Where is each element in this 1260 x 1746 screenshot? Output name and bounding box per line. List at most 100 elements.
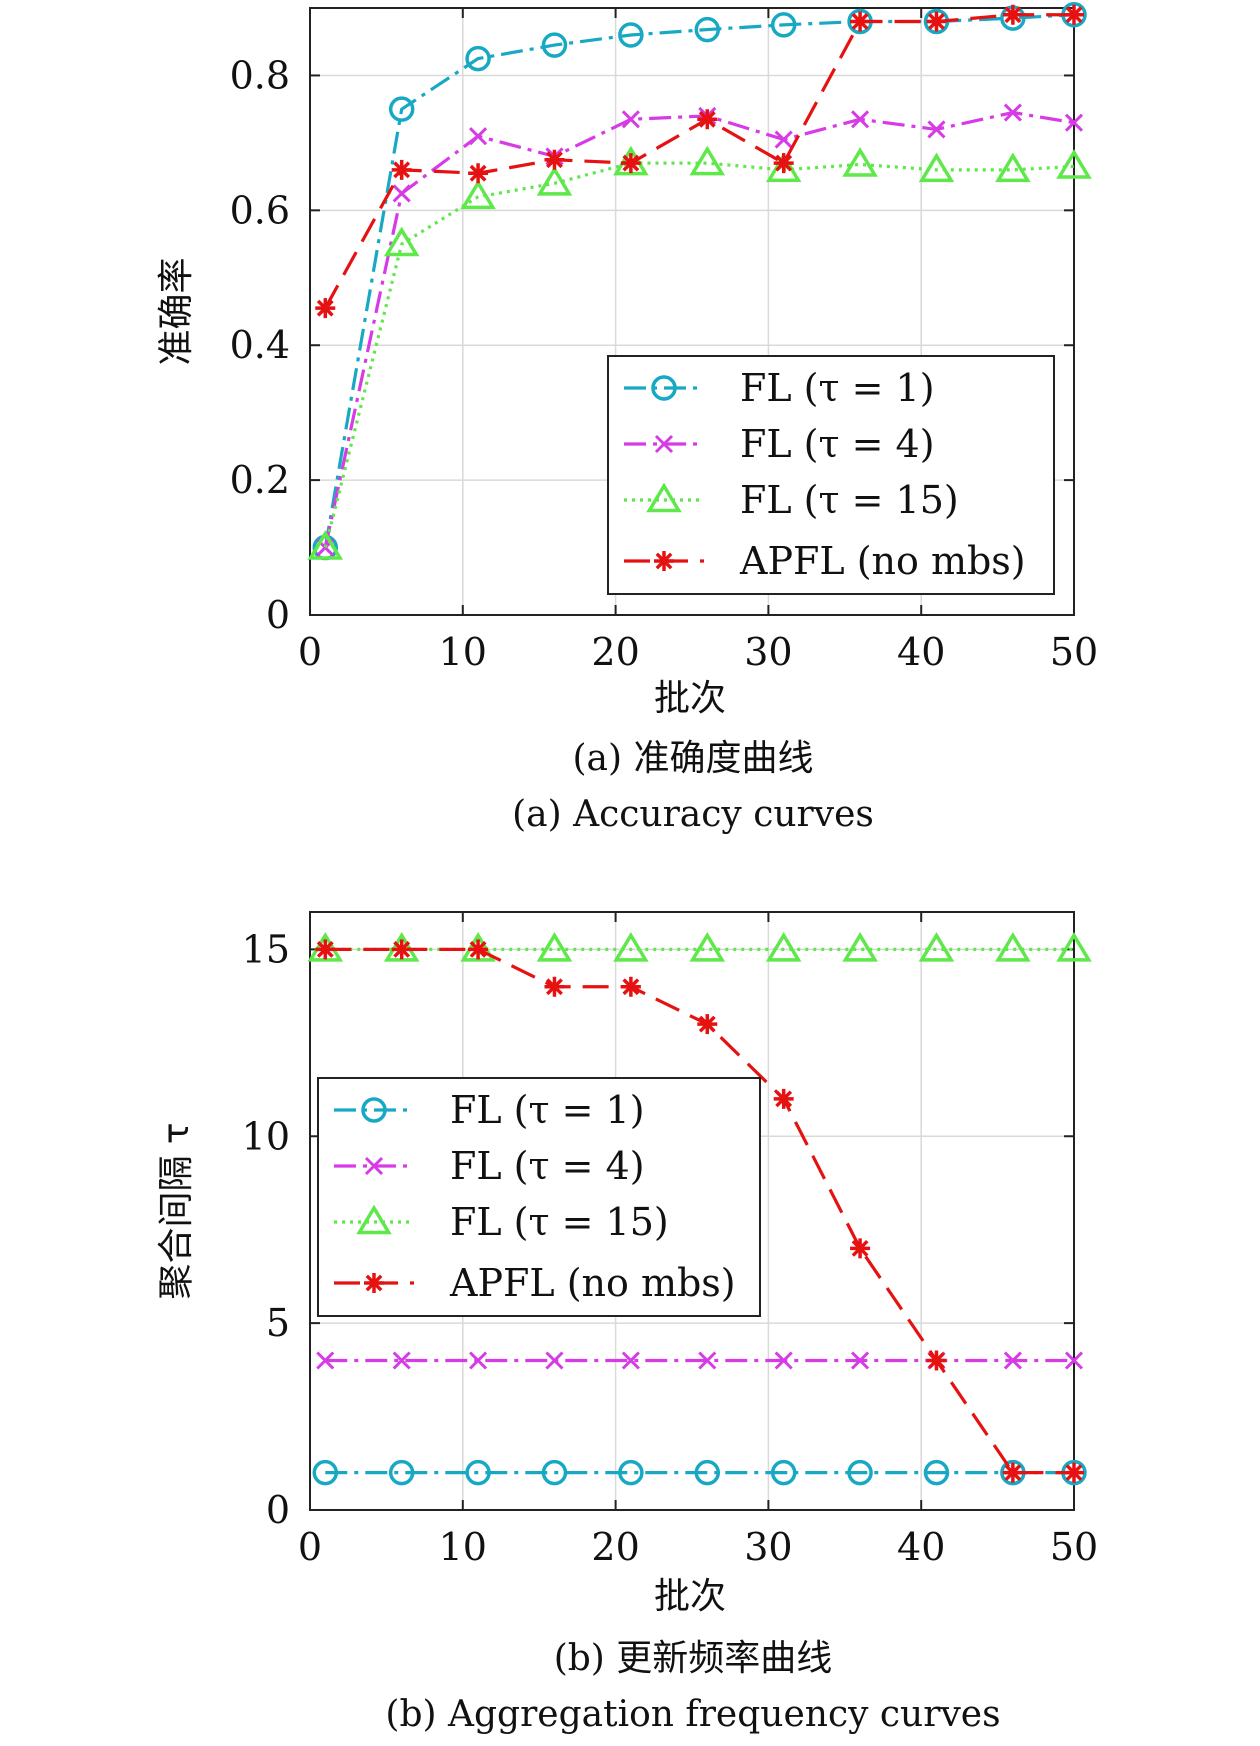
data-point xyxy=(689,931,726,962)
legend-label: APFL (no mbs) xyxy=(739,539,1026,583)
legend-label: FL (τ = 15) xyxy=(450,1200,669,1244)
data-point xyxy=(926,1350,947,1371)
data-point xyxy=(697,109,718,130)
data-point xyxy=(698,1351,717,1370)
series-2 xyxy=(316,1351,1084,1370)
series-3 xyxy=(307,145,1092,560)
data-point xyxy=(307,530,344,560)
data-point xyxy=(850,1238,871,1259)
x-tick-label: 10 xyxy=(439,630,487,674)
data-point xyxy=(995,152,1031,183)
data-point xyxy=(468,163,489,184)
data-point xyxy=(469,127,488,146)
data-point xyxy=(850,11,871,32)
data-point xyxy=(1056,149,1092,179)
y-tick-label: 0 xyxy=(266,1488,290,1532)
data-point xyxy=(851,110,870,129)
x-tick-label: 30 xyxy=(744,630,792,674)
data-point xyxy=(388,96,415,122)
data-point xyxy=(995,931,1031,962)
data-point xyxy=(621,1351,640,1370)
data-point xyxy=(312,1459,339,1486)
y-axis-label: 准确率 xyxy=(156,257,197,365)
data-point xyxy=(842,147,878,177)
x-tick-label: 40 xyxy=(897,630,945,674)
series-line xyxy=(323,13,1075,548)
data-point xyxy=(1064,4,1084,25)
data-point xyxy=(1003,103,1022,122)
x-tick-label: 30 xyxy=(744,1525,792,1569)
series-3 xyxy=(307,931,1092,962)
legend-entry: APFL (no mbs) xyxy=(624,539,1026,583)
data-point xyxy=(926,11,947,32)
data-point xyxy=(1002,4,1023,25)
data-point xyxy=(842,931,878,962)
data-point xyxy=(468,939,489,960)
series-1 xyxy=(312,1,1087,561)
data-point xyxy=(315,939,336,960)
data-point xyxy=(774,1351,793,1370)
data-point xyxy=(1064,113,1084,132)
data-point xyxy=(388,1459,415,1486)
data-point xyxy=(773,153,794,174)
caption-english: (a) Accuracy curves xyxy=(512,794,874,835)
x-tick-label: 50 xyxy=(1050,1525,1098,1569)
data-point xyxy=(536,165,573,196)
data-point xyxy=(544,149,565,170)
data-point xyxy=(465,45,491,72)
x-tick-label: 40 xyxy=(897,1525,945,1569)
data-point xyxy=(460,179,496,210)
y-tick-label: 5 xyxy=(266,1301,290,1345)
data-point xyxy=(620,976,641,997)
data-point xyxy=(918,931,955,962)
data-point xyxy=(545,1351,564,1370)
data-point xyxy=(383,226,420,257)
data-point xyxy=(765,931,802,962)
x-tick-label: 20 xyxy=(591,1525,639,1569)
legend-label: FL (τ = 15) xyxy=(740,478,959,522)
legend-label: FL (τ = 1) xyxy=(740,366,935,410)
data-point xyxy=(694,16,721,43)
legend-entry: FL (τ = 1) xyxy=(334,1088,645,1132)
legend-entry: APFL (no mbs) xyxy=(334,1261,736,1305)
legend-label: FL (τ = 1) xyxy=(450,1088,645,1132)
data-point xyxy=(851,1351,870,1370)
y-tick-label: 0.2 xyxy=(230,458,290,502)
data-point xyxy=(770,12,797,38)
data-point xyxy=(697,1014,718,1035)
legend-entry: FL (τ = 15) xyxy=(334,1200,669,1244)
legend-entry: FL (τ = 1) xyxy=(624,366,935,410)
data-point xyxy=(773,1088,794,1109)
data-point xyxy=(316,1351,335,1370)
data-point xyxy=(613,931,649,962)
data-point xyxy=(770,1459,797,1486)
data-point xyxy=(847,1459,873,1486)
x-tick-label: 0 xyxy=(298,1525,322,1569)
data-point xyxy=(774,130,793,149)
data-point xyxy=(315,298,336,319)
y-axis-label: 聚合间隔 τ xyxy=(156,1122,197,1299)
caption-chinese: (a) 准确度曲线 xyxy=(573,738,814,779)
legend-label: APFL (no mbs) xyxy=(449,1261,736,1305)
y-tick-label: 0.6 xyxy=(230,188,290,232)
data-point xyxy=(694,1459,721,1486)
x-tick-label: 50 xyxy=(1050,630,1098,674)
y-tick-label: 0.4 xyxy=(230,323,290,367)
data-point xyxy=(1056,931,1092,962)
data-point xyxy=(536,931,573,962)
data-point xyxy=(541,32,568,58)
x-tick-label: 10 xyxy=(439,1525,487,1569)
caption-chinese: (b) 更新频率曲线 xyxy=(554,1638,833,1679)
legend-entry: FL (τ = 15) xyxy=(624,478,959,522)
data-point xyxy=(689,145,726,176)
x-axis-label: 批次 xyxy=(654,1576,726,1617)
data-point xyxy=(391,939,412,960)
data-point xyxy=(618,22,644,48)
data-point xyxy=(392,184,411,203)
series-4 xyxy=(315,4,1084,319)
data-point xyxy=(391,159,412,180)
data-point xyxy=(918,152,955,183)
legend-entry: FL (τ = 4) xyxy=(624,422,935,466)
